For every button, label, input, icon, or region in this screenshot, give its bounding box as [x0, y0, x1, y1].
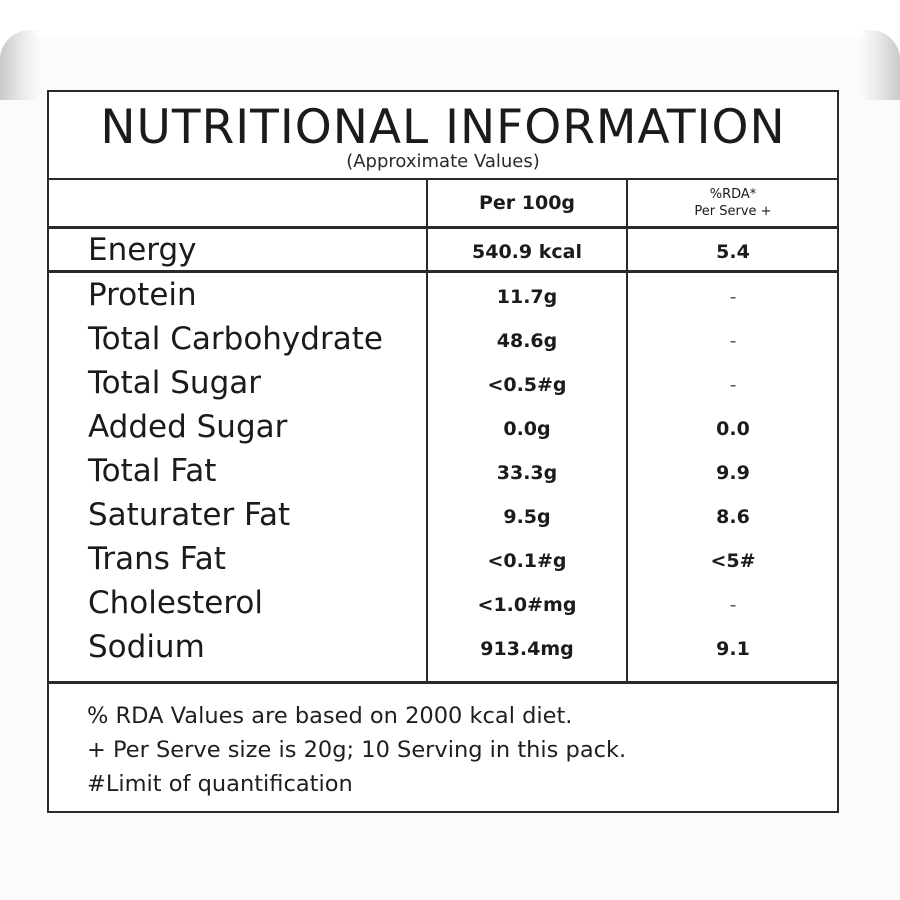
nutrient-name: Saturater Fat: [88, 497, 291, 533]
column-divider-2: [626, 178, 628, 683]
energy-label: Energy: [88, 232, 197, 268]
title-divider: [49, 178, 837, 180]
nutrient-row-total-fat: Total Fat 33.3g 9.9: [49, 449, 837, 493]
header-divider: [49, 226, 837, 229]
nutrient-rda: <5#: [710, 550, 756, 572]
per-100g-header: Per 100g: [478, 192, 576, 214]
nutrient-per100: <0.1#g: [487, 550, 567, 572]
rda-header: %RDA* Per Serve +: [627, 180, 839, 226]
footnote-rda-basis: % RDA Values are based on 2000 kcal diet…: [87, 703, 573, 729]
column-divider-1: [426, 178, 428, 683]
footnotes: % RDA Values are based on 2000 kcal diet…: [87, 699, 626, 801]
nutrient-row-total-carbohydrate: Total Carbohydrate 48.6g -: [49, 317, 837, 361]
nutrient-per100: 913.4mg: [480, 638, 574, 660]
nutrient-per100: 0.0g: [503, 418, 551, 440]
nutrient-name: Added Sugar: [88, 409, 288, 445]
label-title: NUTRITIONAL INFORMATION: [100, 100, 786, 155]
energy-per100: 540.9 kcal: [472, 241, 582, 263]
package-edge-right: [860, 30, 900, 100]
nutrient-row-saturated-fat: Saturater Fat 9.5g 8.6: [49, 493, 837, 537]
nutrient-per100: 11.7g: [496, 286, 558, 308]
nutrient-rda: -: [729, 374, 737, 396]
rda-header-line2: Per Serve +: [694, 204, 772, 219]
nutrient-name: Sodium: [88, 629, 205, 665]
nutrient-name: Total Carbohydrate: [88, 321, 383, 357]
nutrient-rda: -: [729, 330, 737, 352]
nutrient-row-added-sugar: Added Sugar 0.0g 0.0: [49, 405, 837, 449]
nutrient-rda: 8.6: [716, 506, 750, 528]
nutrient-row-sodium: Sodium 913.4mg 9.1: [49, 625, 837, 669]
nutrient-rda: 0.0: [716, 418, 750, 440]
nutrient-per100: 9.5g: [503, 506, 551, 528]
nutrient-name: Total Sugar: [88, 365, 261, 401]
nutrient-per100: <1.0#mg: [477, 594, 577, 616]
footnote-limit: #Limit of quantification: [87, 771, 353, 797]
rda-header-line1: %RDA*: [709, 187, 757, 202]
package-edge-left: [0, 30, 40, 100]
nutrient-name: Total Fat: [88, 453, 217, 489]
energy-rda: 5.4: [716, 241, 750, 263]
nutrient-per100: 33.3g: [496, 462, 558, 484]
energy-divider: [49, 270, 837, 273]
nutrient-rda: 9.1: [716, 638, 750, 660]
nutrition-label: NUTRITIONAL INFORMATION (Approximate Val…: [47, 90, 839, 813]
nutrient-rda: -: [729, 594, 737, 616]
nutrient-row-protein: Protein 11.7g -: [49, 273, 837, 317]
nutrient-rda: -: [729, 286, 737, 308]
footnote-serve-size: + Per Serve size is 20g; 10 Serving in t…: [87, 737, 627, 763]
nutrient-row-trans-fat: Trans Fat <0.1#g <5#: [49, 537, 837, 581]
table-bottom-divider: [49, 681, 837, 684]
nutrient-row-total-sugar: Total Sugar <0.5#g -: [49, 361, 837, 405]
energy-row: Energy 540.9 kcal 5.4: [49, 228, 837, 272]
nutrient-per100: 48.6g: [496, 330, 558, 352]
nutrient-name: Protein: [88, 277, 197, 313]
nutrient-name: Cholesterol: [88, 585, 263, 621]
label-subtitle: (Approximate Values): [346, 151, 540, 172]
nutrient-name: Trans Fat: [88, 541, 226, 577]
nutrient-row-cholesterol: Cholesterol <1.0#mg -: [49, 581, 837, 625]
nutrient-per100: <0.5#g: [487, 374, 567, 396]
nutrient-rda: 9.9: [716, 462, 750, 484]
